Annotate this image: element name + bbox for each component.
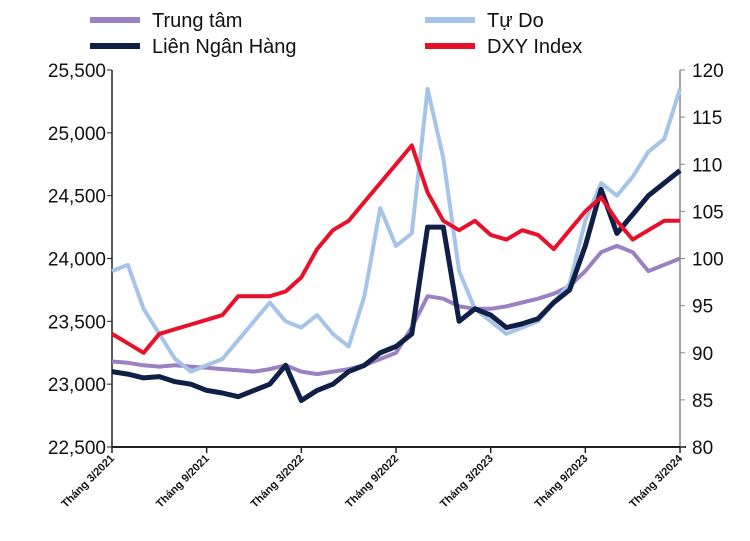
y2-tick-label: 110 xyxy=(692,155,722,176)
y-tick-label: 25,000 xyxy=(48,124,106,145)
y2-tick-label: 80 xyxy=(692,438,713,459)
y-tick-label: 24,500 xyxy=(48,187,106,208)
legend-label-tu-do: Tự Do xyxy=(487,10,544,32)
x-tick-label: Tháng 3/2021 xyxy=(59,453,117,511)
x-tick-label: Tháng 3/2022 xyxy=(249,453,307,511)
y-tick-label: 25,500 xyxy=(48,61,106,82)
legend-label-trung-tam: Trung tâm xyxy=(152,10,242,32)
y-tick-label: 22,500 xyxy=(48,438,106,459)
x-tick-label: Tháng 9/2023 xyxy=(533,453,591,511)
x-tick-label: Tháng 9/2022 xyxy=(343,453,401,511)
x-tick-label: Tháng 9/2021 xyxy=(154,453,212,511)
y2-tick-label: 115 xyxy=(692,108,722,129)
series-line-dxy-index xyxy=(110,143,680,355)
y2-tick-label: 120 xyxy=(692,61,724,82)
y2-tick-label: 90 xyxy=(692,344,713,365)
y2-tick-label: 95 xyxy=(692,297,713,318)
y-tick-label: 23,000 xyxy=(48,375,106,396)
series-line-tự-do xyxy=(111,86,682,374)
y-tick-label: 23,500 xyxy=(48,312,106,333)
series-line-trung-tâm xyxy=(111,243,681,377)
y2-tick-label: 105 xyxy=(692,202,724,223)
legend-label-lien-ngan-hang: Liên Ngân Hàng xyxy=(152,36,297,58)
x-tick-label: Tháng 3/2023 xyxy=(438,453,496,511)
legend: Trung tâm Liên Ngân Hàng Tự Do DXY Index xyxy=(90,10,582,58)
x-tick-label: Tháng 3/2024 xyxy=(627,452,685,510)
legend-label-dxy: DXY Index xyxy=(487,36,582,58)
y2-tick-label: 85 xyxy=(692,391,713,412)
y2-tick-label: 100 xyxy=(692,250,724,271)
y-tick-label: 24,000 xyxy=(48,250,106,271)
